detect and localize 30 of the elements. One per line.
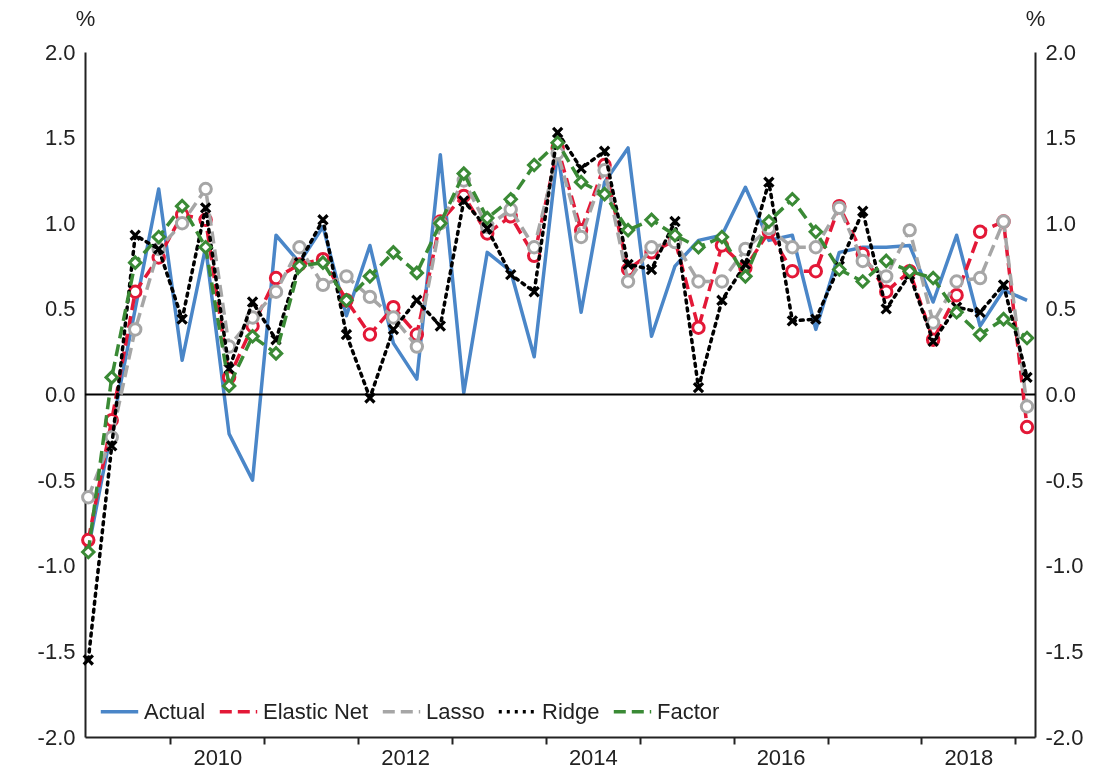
y2-tick-label: 1.5: [1045, 125, 1077, 151]
y2-tick-label: -1.0: [1045, 553, 1084, 579]
y-tick-label: -0.5: [37, 467, 76, 493]
y-tick-label: 0.0: [44, 382, 76, 407]
legend-label: Elastic Net: [263, 698, 369, 724]
legend-label: Factor: [657, 698, 720, 724]
y-tick-label: -2.0: [37, 724, 76, 750]
x-tick-label: 2012: [381, 744, 431, 770]
legend-label: Ridge: [542, 698, 600, 724]
y-tick-label: 1.5: [44, 125, 76, 151]
y2-tick-label: 1.0: [1045, 210, 1077, 236]
y-tick-label: -1.5: [37, 638, 76, 664]
y2-tick-label: 2.0: [1045, 39, 1077, 65]
y-axis-title: %: [75, 5, 96, 31]
x-tick-label: 2014: [568, 744, 618, 770]
legend-label: Actual: [144, 698, 206, 724]
y-tick-label: 1.0: [44, 210, 76, 236]
y2-tick-label: 0.5: [1045, 296, 1077, 322]
y-tick-label: 0.5: [44, 296, 76, 322]
legend-label: Lasso: [426, 698, 485, 724]
y2-tick-label: -0.5: [1045, 467, 1084, 493]
y2-tick-label: 0.0: [1045, 382, 1077, 407]
y-tick-label: 2.0: [44, 39, 76, 65]
y2-tick-label: -2.0: [1045, 724, 1084, 750]
x-tick-label: 2010: [193, 744, 243, 770]
y2-axis-title: %: [1025, 5, 1046, 31]
x-tick-label: 2016: [756, 744, 806, 770]
y-tick-label: -1.0: [37, 553, 76, 579]
y2-tick-label: -1.5: [1045, 638, 1084, 664]
x-tick-label: 2018: [944, 744, 994, 770]
